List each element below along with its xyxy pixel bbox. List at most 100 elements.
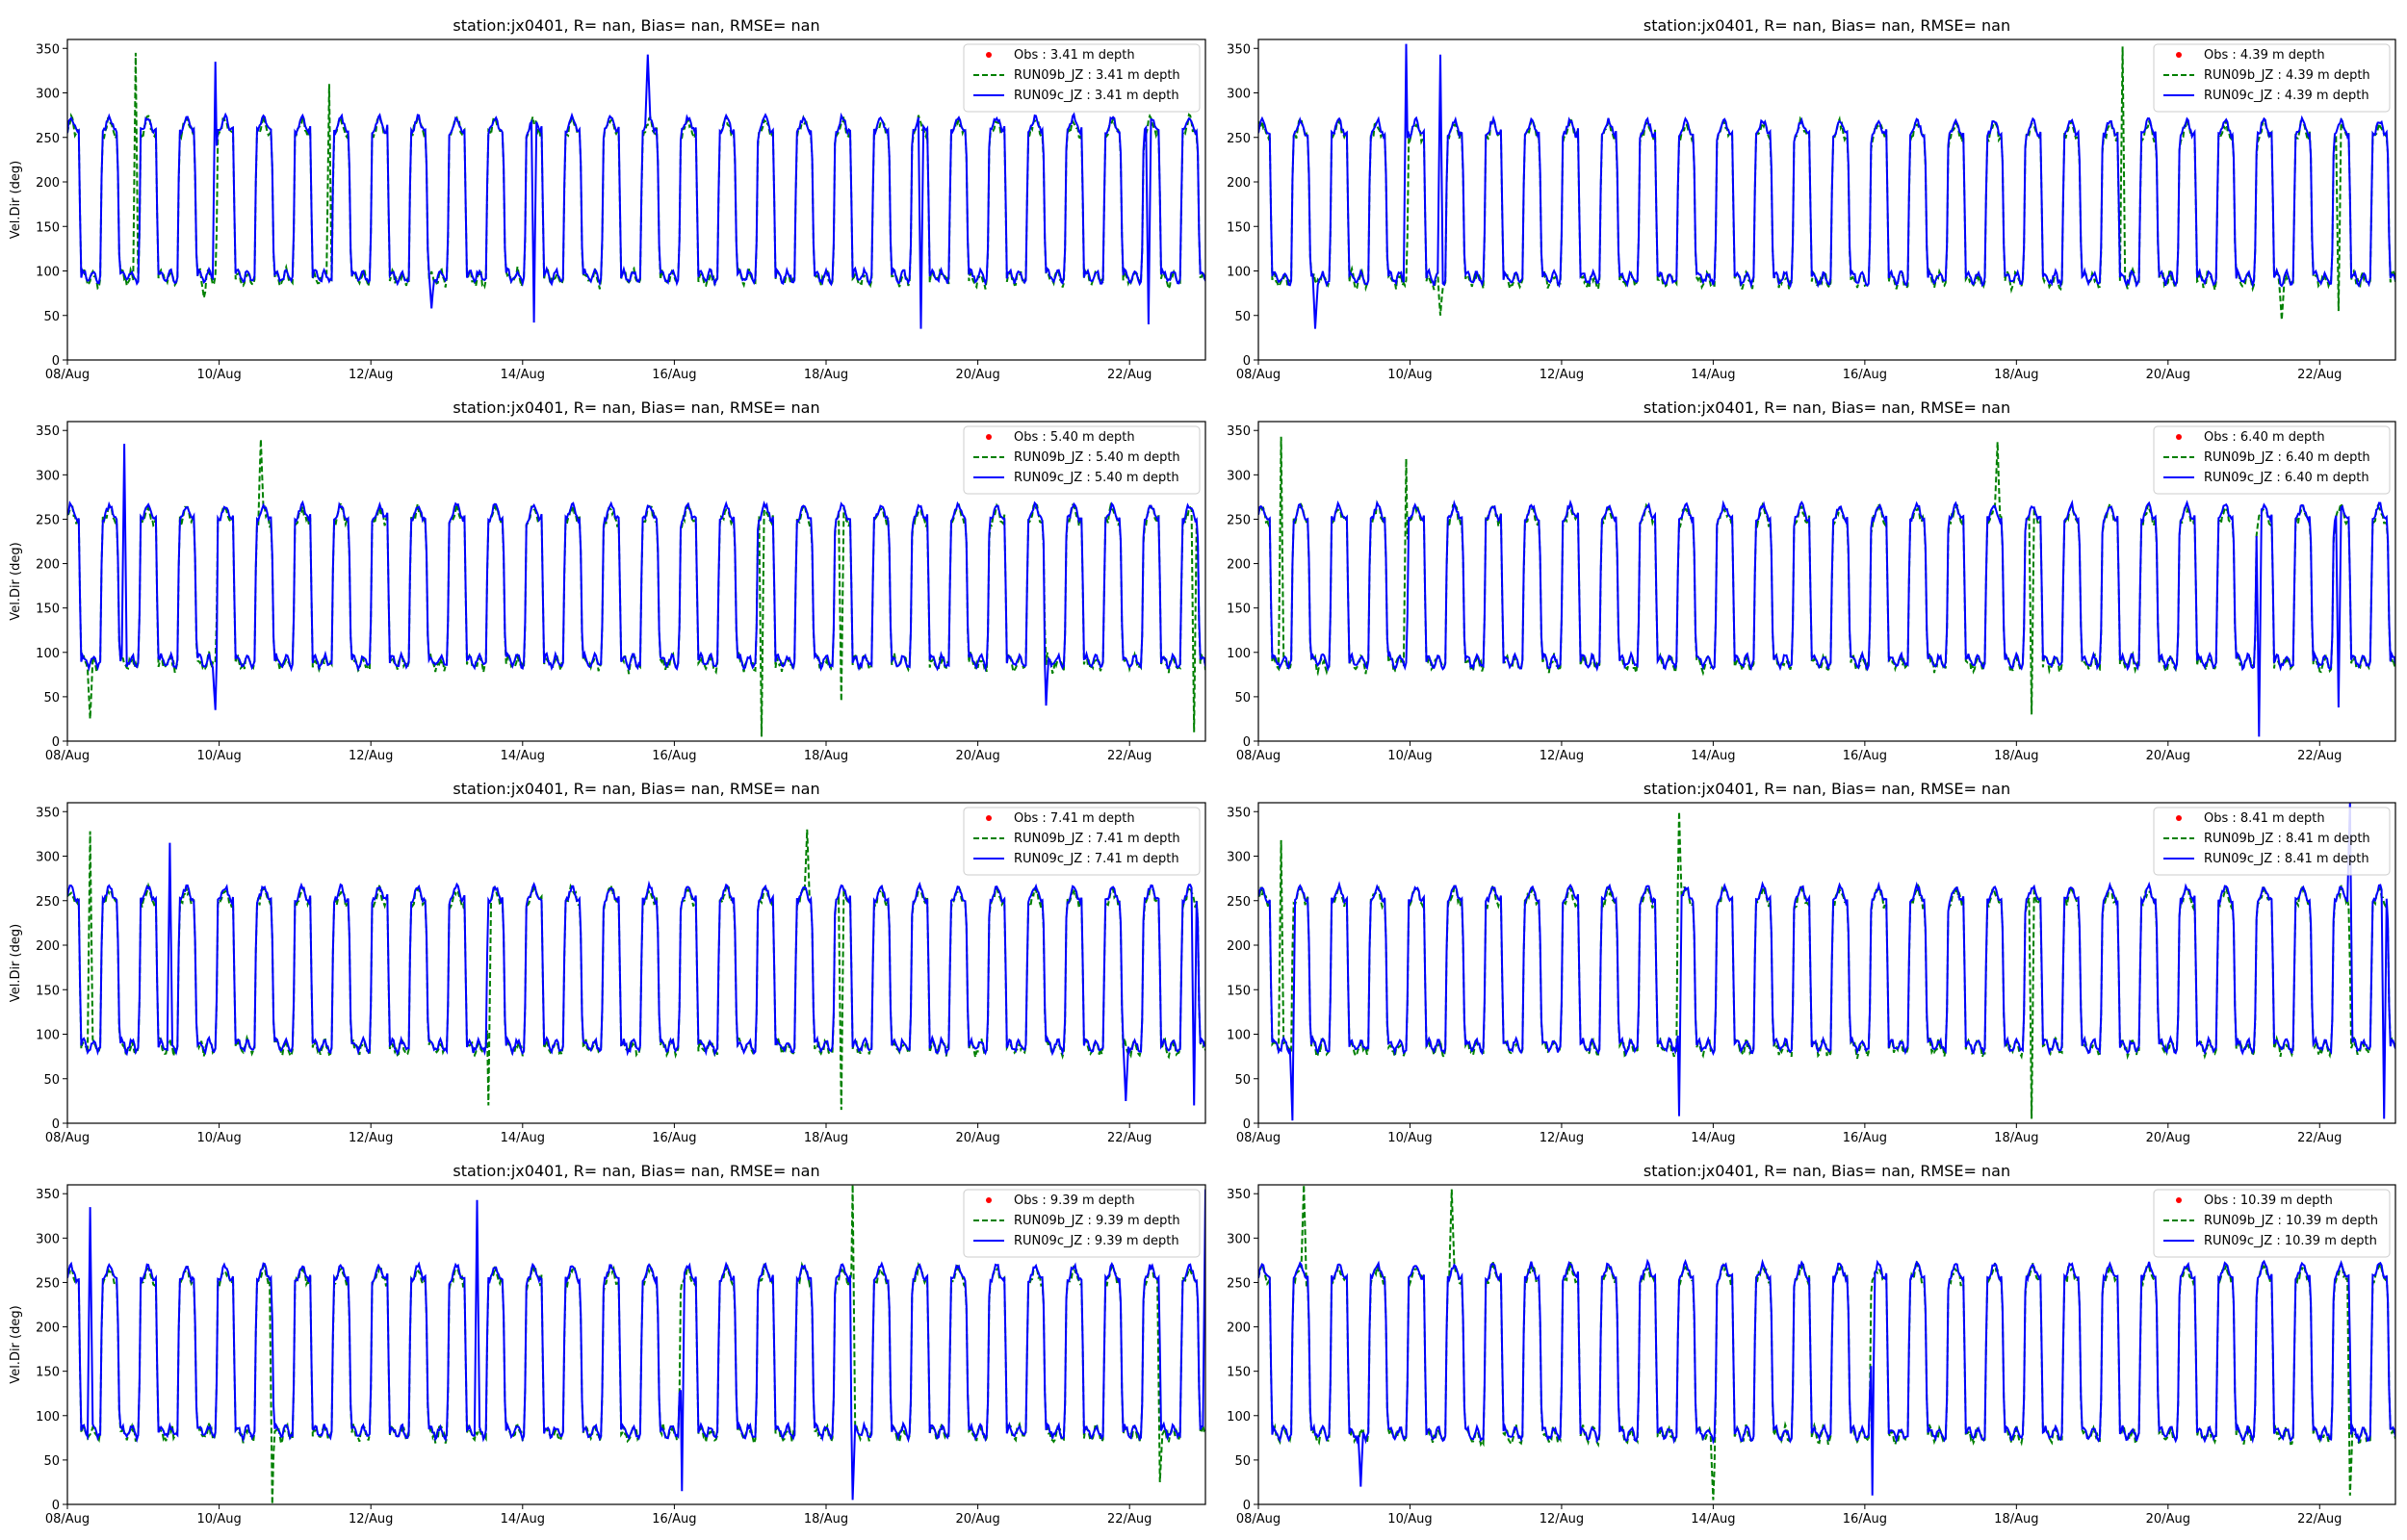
x-tick-label: 12/Aug xyxy=(349,749,393,763)
y-tick-label: 50 xyxy=(43,691,60,706)
legend: Obs : 9.39 m depth RUN09b_JZ : 9.39 m dep… xyxy=(963,1189,1201,1258)
y-tick-label: 200 xyxy=(36,558,60,573)
legend-label: RUN09c_JZ : 7.41 m depth xyxy=(1014,852,1179,866)
y-tick-label: 100 xyxy=(1227,1410,1251,1424)
x-tick-label: 12/Aug xyxy=(1540,1512,1584,1527)
legend-label: Obs : 8.41 m depth xyxy=(2204,811,2325,826)
x-tick-label: 10/Aug xyxy=(1387,368,1432,382)
legend-label: Obs : 5.40 m depth xyxy=(1014,430,1135,445)
y-tick-label: 50 xyxy=(1234,691,1251,706)
subplot-3: 0 50 100 150 200 250 300 350 08/Aug 10/Aug 12/Aug 1… xyxy=(9,398,1206,763)
series-run09c-line xyxy=(67,1189,1205,1501)
series-run09c-line xyxy=(67,54,1205,329)
x-tick-label: 10/Aug xyxy=(1387,1512,1432,1527)
x-tick-label: 12/Aug xyxy=(349,1512,393,1527)
legend-label: Obs : 6.40 m depth xyxy=(2204,430,2325,445)
y-tick-label: 0 xyxy=(52,1117,60,1132)
y-tick-label: 300 xyxy=(1227,88,1251,102)
legend-label: RUN09b_JZ : 5.40 m depth xyxy=(1014,450,1180,465)
y-tick-label: 100 xyxy=(1227,1029,1251,1043)
x-tick-label: 12/Aug xyxy=(349,368,393,382)
x-tick-label: 18/Aug xyxy=(804,1512,848,1527)
legend-box xyxy=(2153,807,2391,876)
y-tick-label: 150 xyxy=(36,603,60,617)
x-tick-label: 14/Aug xyxy=(1691,368,1735,382)
y-tick-label: 350 xyxy=(1227,424,1251,439)
axes-frame xyxy=(66,1184,1206,1505)
x-tick-label: 10/Aug xyxy=(196,1512,241,1527)
legend-box xyxy=(963,807,1201,876)
x-tick-label: 14/Aug xyxy=(501,1131,545,1145)
x-tick-label: 14/Aug xyxy=(1691,749,1735,763)
y-tick-label: 350 xyxy=(1227,806,1251,820)
x-tick-label: 22/Aug xyxy=(2297,1512,2342,1527)
x-tick-label: 12/Aug xyxy=(1540,368,1584,382)
y-tick-label: 0 xyxy=(52,735,60,750)
x-tick-label: 16/Aug xyxy=(652,368,696,382)
legend-label: RUN09c_JZ : 10.39 m depth xyxy=(2204,1234,2377,1248)
y-tick-label: 250 xyxy=(1227,895,1251,910)
x-tick-label: 22/Aug xyxy=(2297,1131,2342,1145)
y-tick-label: 100 xyxy=(36,647,60,661)
legend-label: Obs : 3.41 m depth xyxy=(1014,48,1135,63)
y-axis-label: Vel.Dir (deg) xyxy=(9,161,23,239)
y-tick-label: 0 xyxy=(1243,735,1251,750)
legend: Obs : 3.41 m depth RUN09b_JZ : 3.41 m dep… xyxy=(963,43,1201,113)
legend-label: RUN09b_JZ : 10.39 m depth xyxy=(2204,1214,2378,1228)
x-tick-label: 16/Aug xyxy=(652,1512,696,1527)
legend: Obs : 10.39 m depth RUN09b_JZ : 10.39 m d… xyxy=(2153,1189,2391,1258)
legend-label: RUN09b_JZ : 3.41 m depth xyxy=(1014,68,1180,83)
subplot-6: 0 50 100 150 200 250 300 350 08/Aug 10/Aug 12/Aug 1… xyxy=(1227,780,2396,1145)
y-tick-label: 350 xyxy=(1227,42,1251,57)
y-tick-label: 300 xyxy=(1227,469,1251,483)
subplot-title: station:jx0401, R= nan, Bias= nan, RMSE=… xyxy=(1643,1162,2010,1180)
x-tick-label: 10/Aug xyxy=(196,749,241,763)
y-tick-label: 200 xyxy=(1227,939,1251,954)
x-tick-label: 08/Aug xyxy=(1236,368,1281,382)
y-tick-label: 50 xyxy=(43,1454,60,1469)
x-tick-label: 08/Aug xyxy=(45,1131,90,1145)
legend-obs-marker xyxy=(986,815,992,821)
y-tick-label: 250 xyxy=(36,895,60,910)
y-tick-label: 50 xyxy=(43,1073,60,1088)
y-axis-label: Vel.Dir (deg) xyxy=(9,1305,23,1383)
y-tick-label: 0 xyxy=(1243,1117,1251,1132)
y-tick-label: 200 xyxy=(36,939,60,954)
x-tick-label: 12/Aug xyxy=(1540,749,1584,763)
legend: Obs : 6.40 m depth RUN09b_JZ : 6.40 m dep… xyxy=(2153,425,2391,495)
y-tick-label: 300 xyxy=(36,851,60,865)
y-tick-label: 250 xyxy=(36,513,60,527)
x-tick-label: 08/Aug xyxy=(1236,749,1281,763)
y-tick-label: 250 xyxy=(1227,132,1251,146)
legend-label: RUN09c_JZ : 3.41 m depth xyxy=(1014,89,1179,103)
subplot-title: station:jx0401, R= nan, Bias= nan, RMSE=… xyxy=(453,398,819,417)
y-tick-label: 50 xyxy=(1234,1073,1251,1088)
x-tick-label: 14/Aug xyxy=(501,368,545,382)
x-tick-label: 20/Aug xyxy=(955,1131,999,1145)
y-tick-label: 300 xyxy=(36,469,60,483)
x-tick-label: 10/Aug xyxy=(1387,1131,1432,1145)
legend-box xyxy=(963,1189,1201,1258)
y-tick-label: 200 xyxy=(36,176,60,191)
x-tick-label: 18/Aug xyxy=(1994,1512,2038,1527)
x-tick-label: 20/Aug xyxy=(955,368,999,382)
legend-label: RUN09c_JZ : 5.40 m depth xyxy=(1014,471,1179,485)
legend-label: RUN09c_JZ : 4.39 m depth xyxy=(2204,89,2369,103)
x-tick-label: 08/Aug xyxy=(45,1512,90,1527)
x-tick-label: 22/Aug xyxy=(1107,368,1152,382)
x-tick-label: 14/Aug xyxy=(1691,1512,1735,1527)
y-tick-label: 50 xyxy=(1234,310,1251,324)
series-run09b-line xyxy=(67,439,1205,737)
x-tick-label: 10/Aug xyxy=(1387,749,1432,763)
x-tick-label: 10/Aug xyxy=(196,368,241,382)
axes-frame xyxy=(1257,38,2396,361)
legend: Obs : 5.40 m depth RUN09b_JZ : 5.40 m dep… xyxy=(963,425,1201,495)
y-tick-label: 250 xyxy=(1227,513,1251,527)
x-tick-label: 16/Aug xyxy=(652,1131,696,1145)
legend-obs-marker xyxy=(986,1197,992,1203)
y-tick-label: 300 xyxy=(36,88,60,102)
series-run09c-line xyxy=(67,842,1205,1106)
x-tick-label: 16/Aug xyxy=(1843,749,1887,763)
x-tick-label: 08/Aug xyxy=(1236,1131,1281,1145)
legend-label: RUN09b_JZ : 9.39 m depth xyxy=(1014,1214,1180,1228)
